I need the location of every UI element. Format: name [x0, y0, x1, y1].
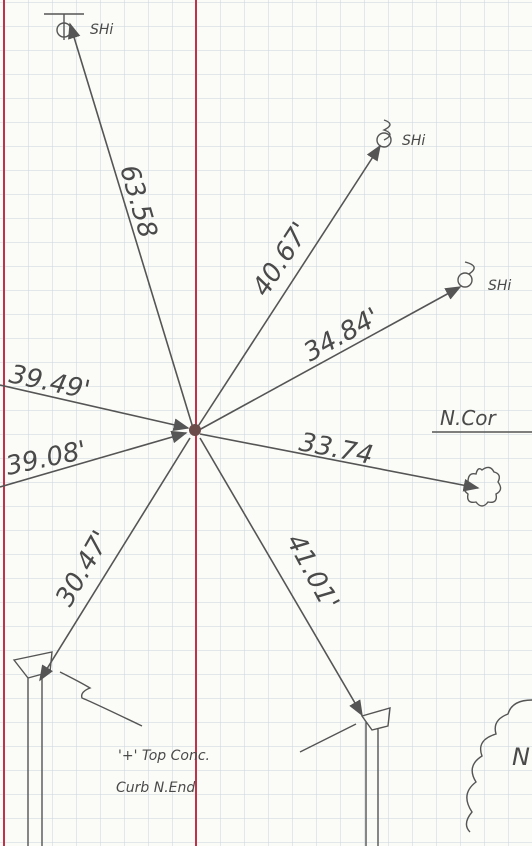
- point-label: SHi: [402, 133, 425, 149]
- partial-label: N: [512, 743, 530, 771]
- survey-sketch: SHi SHi SHi 63.58 40.67' 34.84' 39.49' 3…: [0, 0, 532, 846]
- point-label: SHi: [488, 278, 511, 294]
- center-point: [189, 424, 201, 436]
- curb-note: '+' Top Conc.: [118, 748, 210, 764]
- point-label: SHi: [90, 22, 113, 38]
- curb-note: Curb N.End: [116, 780, 195, 796]
- corner-label: N.Cor: [440, 406, 498, 430]
